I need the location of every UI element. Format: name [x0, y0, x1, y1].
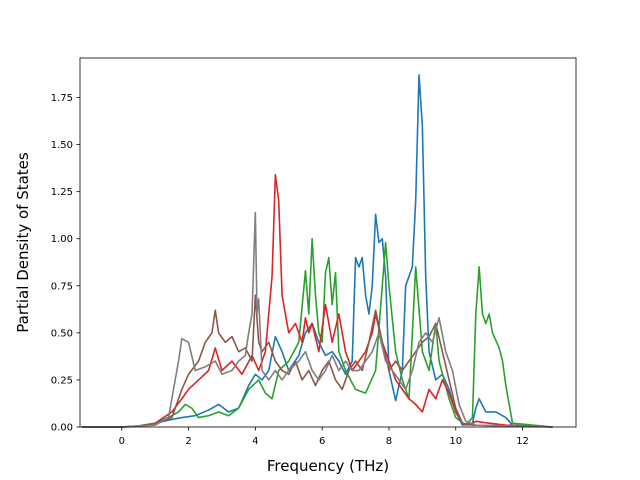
- y-tick-label: 0.50: [51, 328, 73, 339]
- x-tick-label: 0: [119, 436, 125, 447]
- y-tick-label: 1.25: [51, 187, 73, 198]
- y-axis-label: Partial Density of States: [14, 152, 32, 333]
- x-tick-label: 6: [319, 436, 325, 447]
- series-line-5: [81, 211, 553, 428]
- series-line-3: [81, 173, 553, 428]
- x-tick-label: 10: [449, 436, 462, 447]
- series-line-4: [81, 294, 553, 428]
- x-axis-label: Frequency (THz): [267, 457, 389, 475]
- y-tick-label: 1.75: [51, 93, 73, 104]
- x-tick-label: 4: [252, 436, 258, 447]
- y-tick-label: 1.50: [51, 140, 73, 151]
- y-tick-label: 0.75: [51, 281, 73, 292]
- x-tick-label: 8: [386, 436, 392, 447]
- x-tick-label: 12: [516, 436, 529, 447]
- y-tick-label: 0.25: [51, 375, 73, 386]
- ticks-layer: 0 2 4 6 8 10 12 0.00 0.25 0.50 0.75 1.00 1.25 1.50 1.7…: [51, 93, 529, 447]
- x-tick-label: 2: [185, 436, 191, 447]
- y-tick-label: 1.00: [51, 234, 73, 245]
- plot-frame: [79, 57, 577, 428]
- y-tick-label: 0.00: [51, 423, 73, 434]
- series-layer: [81, 74, 553, 428]
- series-line-2: [81, 237, 553, 428]
